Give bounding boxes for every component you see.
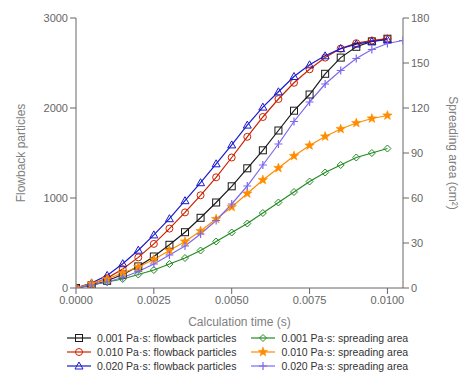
svg-text:180: 180 <box>411 12 429 24</box>
svg-text:0: 0 <box>411 282 417 294</box>
svg-text:Calculation time (s): Calculation time (s) <box>188 315 291 329</box>
html-text:0.001 Pa·s: flowback particles: 0.001 Pa·s: flowback particles <box>96 332 237 344</box>
svg-text:Flowback particles: Flowback particles <box>14 104 28 203</box>
svg-text:30: 30 <box>411 237 423 249</box>
html-text:0.010 Pa·s: spreading area: 0.010 Pa·s: spreading area <box>281 346 409 358</box>
html-text:0.010 Pa·s: flowback particles: 0.010 Pa·s: flowback particles <box>96 346 237 358</box>
svg-text:0.0025: 0.0025 <box>137 294 171 306</box>
svg-text:120: 120 <box>411 102 429 114</box>
svg-text:3000: 3000 <box>44 12 68 24</box>
svg-text:0.0050: 0.0050 <box>215 294 249 306</box>
svg-text:150: 150 <box>411 57 429 69</box>
svg-text:0.0100: 0.0100 <box>371 294 405 306</box>
html-text:0.020 Pa·s: flowback particles: 0.020 Pa·s: flowback particles <box>96 360 237 372</box>
svg-text:60: 60 <box>411 192 423 204</box>
svg-text:1000: 1000 <box>44 192 68 204</box>
svg-text:90: 90 <box>411 147 423 159</box>
svg-text:2000: 2000 <box>44 102 68 114</box>
html-text:0.001 Pa·s: spreading area: 0.001 Pa·s: spreading area <box>281 332 409 344</box>
html-text:0.020 Pa·s: spreading area: 0.020 Pa·s: spreading area <box>281 360 409 372</box>
svg-text:0.0000: 0.0000 <box>59 294 93 306</box>
svg-text:Spreading area (cm²): Spreading area (cm²) <box>446 96 460 209</box>
svg-text:0: 0 <box>62 282 68 294</box>
svg-text:0.0075: 0.0075 <box>293 294 327 306</box>
